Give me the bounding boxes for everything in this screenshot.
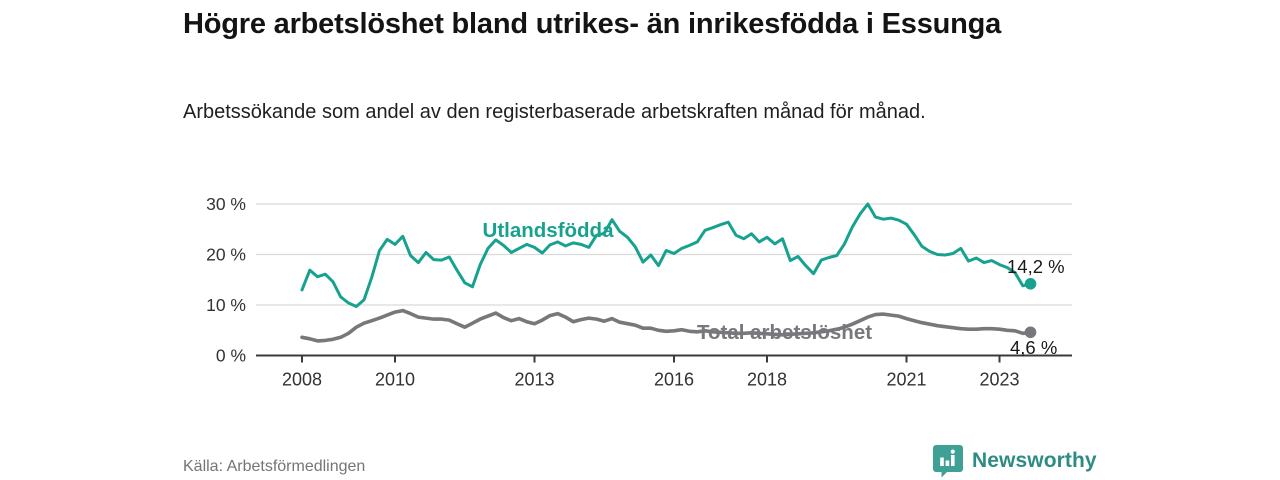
y-axis-tick-label: 20 %	[206, 245, 246, 265]
series-endpoint-dot	[1024, 326, 1037, 339]
bar-chart-speech-bubble-icon	[933, 445, 963, 478]
value-label-utlandsfodda: 14,2 %	[1007, 256, 1065, 277]
y-axis-tick-label: 30 %	[206, 194, 246, 214]
page-title: Högre arbetslöshet bland utrikes- än inr…	[183, 8, 1002, 40]
x-axis-tick-label: 2021	[886, 370, 926, 390]
series-line-utlandsfodda	[300, 202, 1032, 308]
y-axis-tick-label: 10 %	[206, 295, 246, 315]
x-axis-tick-label: 2018	[747, 370, 787, 390]
x-axis-tick-label: 2008	[282, 370, 322, 390]
series-line-total	[300, 308, 1033, 343]
x-axis-tick-label: 2023	[979, 370, 1019, 390]
value-label-total: 4,6 %	[1010, 337, 1057, 358]
series-label-total: Total arbetslöshet	[697, 321, 872, 344]
x-axis-tick-label: 2016	[654, 370, 694, 390]
series-endpoint-dot	[1024, 277, 1037, 290]
source-note: Källa: Arbetsförmedlingen	[183, 458, 366, 475]
brand-name: Newsworthy	[972, 449, 1097, 472]
chart-subtitle: Arbetssökande som andel av den registerb…	[183, 101, 926, 123]
x-axis-tick-label: 2013	[514, 370, 554, 390]
y-axis-tick-label: 0 %	[216, 346, 246, 366]
series-label-utlandsfodda: Utlandsfödda	[483, 219, 615, 242]
brand-logo: Newsworthy	[933, 444, 1097, 478]
x-axis-tick-label: 2010	[375, 370, 415, 390]
